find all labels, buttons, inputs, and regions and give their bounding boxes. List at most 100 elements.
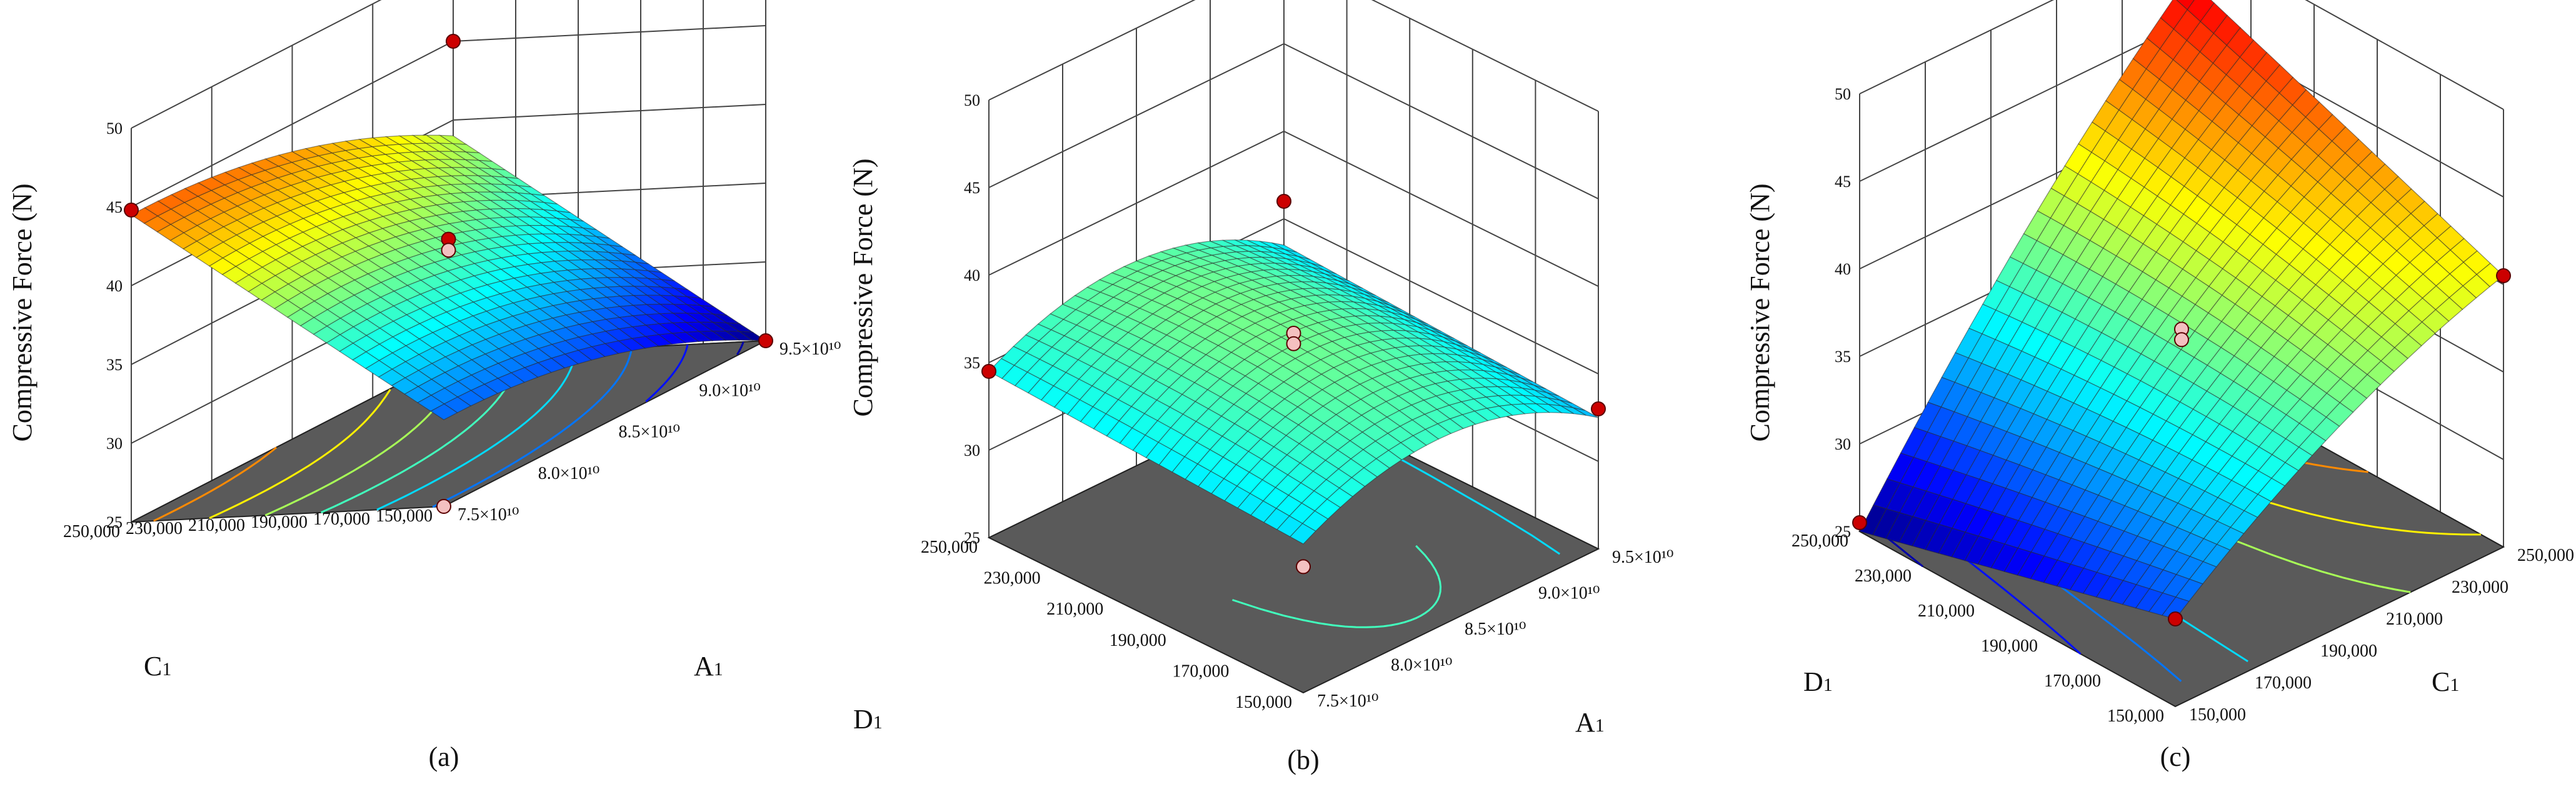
design-points	[1852, 268, 2511, 626]
design-point	[2174, 332, 2189, 348]
y-tick-label: 230,000	[1855, 566, 1912, 586]
y-axis-label: C1	[144, 651, 171, 681]
z-tick-label: 40	[1835, 260, 1851, 278]
x-tick-label: 8.0×10¹⁰	[538, 464, 599, 483]
x-tick-label: 9.0×10¹⁰	[699, 381, 760, 400]
contour-line	[376, 349, 577, 511]
x-tick-label: 8.0×10¹⁰	[1391, 656, 1452, 675]
y-tick-label: 170,000	[313, 510, 370, 529]
contour-line	[432, 347, 633, 508]
x-tick-label: 150,000	[2189, 705, 2246, 725]
grid-line	[131, 0, 382, 129]
design-point	[446, 34, 461, 49]
x-tick-label: 250,000	[2517, 546, 2574, 565]
design-points	[124, 34, 773, 514]
grid-line	[988, 43, 1599, 199]
surface-patch	[2161, 596, 2190, 620]
y-tick-label: 210,000	[188, 516, 245, 535]
x-tick-label: 9.5×10¹⁰	[1612, 548, 1673, 567]
x-tick-label: 170,000	[2255, 673, 2312, 693]
x-axis-label: A1	[1575, 707, 1605, 738]
y-tick-label: 190,000	[1110, 631, 1166, 650]
z-tick-label: 50	[106, 119, 123, 138]
z-tick-label: 25	[1835, 523, 1851, 541]
z-tick-label: 40	[106, 277, 123, 295]
x-tick-label: 8.5×10¹⁰	[619, 423, 680, 442]
design-points	[981, 194, 1606, 575]
x-tick-label: 190,000	[2320, 641, 2377, 661]
response-surface	[1859, 0, 2504, 620]
contour-line	[153, 446, 278, 522]
tick-labels: 25 30 35 40 45 50 150,000 170,000 190,000 210,000…	[1792, 85, 2574, 726]
panel-c: 25 30 35 40 45 50 150,000 170,000 190,000 210,000…	[1745, 0, 2574, 772]
x-axis-label: A1	[694, 651, 723, 681]
y-tick-label: 150,000	[2107, 706, 2164, 726]
design-point	[441, 243, 456, 258]
tick-labels: 25 30 35 40 45 50 7.5×10¹⁰ 8.0×10¹⁰ 8.5×10¹⁰ 9.0×…	[921, 91, 1673, 712]
y-tick-label: 210,000	[1046, 600, 1103, 619]
z-tick-label: 25	[964, 529, 980, 547]
z-tick-label: 30	[1835, 435, 1851, 453]
y-tick-label: 190,000	[1981, 636, 2038, 656]
y-tick-label: 230,000	[126, 519, 183, 538]
y-tick-label: 170,000	[1172, 661, 1229, 681]
x-tick-label: 9.0×10¹⁰	[1538, 584, 1600, 603]
z-tick-label: 30	[106, 435, 123, 453]
y-tick-label: 150,000	[376, 506, 433, 526]
surface-patch	[430, 403, 458, 421]
z-tick-label: 50	[964, 91, 980, 109]
y-tick-label: 150,000	[1235, 693, 1292, 712]
y-tick-label: 230,000	[984, 569, 1041, 588]
panel-caption: (c)	[2160, 741, 2191, 772]
design-point	[2496, 268, 2511, 283]
response-surface	[130, 134, 768, 421]
z-tick-label: 35	[964, 354, 980, 372]
x-axis-label: C1	[2432, 666, 2459, 697]
design-point	[2168, 611, 2183, 626]
z-tick-label: 35	[1835, 348, 1851, 366]
z-tick-label: 45	[964, 179, 980, 197]
grid-line	[988, 0, 1599, 112]
design-point	[436, 499, 451, 514]
design-point	[981, 364, 996, 379]
surface-patch	[1290, 523, 1316, 545]
design-point	[758, 333, 773, 348]
z-tick-label: 45	[1835, 173, 1851, 191]
x-tick-label: 7.5×10¹⁰	[458, 505, 519, 525]
panel-a: 25 30 35 40 45 50 7.5×10¹⁰ 8.0×10¹⁰ 8.5×10¹⁰ 9.0×…	[7, 0, 841, 772]
design-point	[1276, 194, 1291, 209]
contour-line	[736, 341, 744, 355]
z-tick-label: 45	[106, 198, 123, 216]
panel-caption: (a)	[429, 741, 459, 772]
x-tick-label: 9.5×10¹⁰	[779, 339, 841, 359]
contour-line	[209, 389, 391, 520]
tick-labels: 25 30 35 40 45 50 7.5×10¹⁰ 8.0×10¹⁰ 8.5×10¹⁰ 9.0×…	[63, 119, 841, 541]
z-tick-label: 50	[1835, 85, 1851, 103]
design-point	[1286, 336, 1301, 351]
panel-b: 25 30 35 40 45 50 7.5×10¹⁰ 8.0×10¹⁰ 8.5×10¹⁰ 9.0×…	[848, 0, 1673, 775]
design-point	[1852, 515, 1867, 530]
design-point	[1591, 401, 1606, 416]
z-axis-label: Compressive Force (N)	[848, 158, 878, 416]
panel-caption: (b)	[1287, 745, 1319, 775]
x-tick-label: 230,000	[2452, 578, 2508, 597]
z-tick-label: 25	[106, 513, 123, 531]
contour-line	[1232, 545, 1442, 628]
contour-line	[645, 344, 689, 403]
z-tick-label: 40	[964, 266, 980, 284]
y-tick-label: 250,000	[1792, 531, 1848, 551]
x-tick-label: 8.5×10¹⁰	[1465, 620, 1526, 639]
y-axis-label: D1	[1803, 666, 1833, 697]
y-axis-label: D1	[853, 704, 883, 735]
y-tick-label: 190,000	[251, 513, 308, 532]
z-axis-label: Compressive Force (N)	[7, 183, 38, 441]
z-tick-label: 35	[106, 356, 123, 374]
grid-line	[1859, 0, 2504, 110]
grid-line	[988, 130, 1599, 287]
y-tick-label: 250,000	[921, 538, 978, 557]
y-tick-label: 170,000	[2044, 671, 2101, 691]
x-tick-label: 7.5×10¹⁰	[1317, 691, 1378, 711]
z-axis-label: Compressive Force (N)	[1745, 183, 1775, 441]
x-tick-label: 210,000	[2386, 610, 2443, 629]
